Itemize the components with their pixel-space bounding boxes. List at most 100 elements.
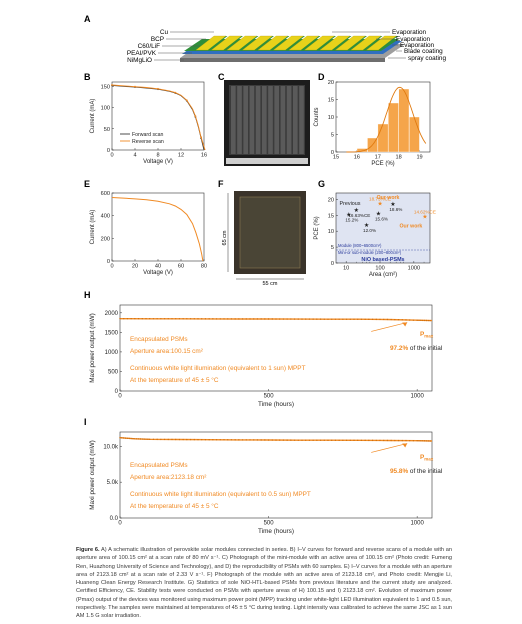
pmax-marker <box>405 439 407 442</box>
x-tick-label: 0 <box>110 153 113 159</box>
distribution-fit-curve <box>346 86 427 153</box>
y-tick-label: 0 <box>107 259 110 265</box>
y-tick-label: 10 <box>328 115 334 121</box>
h-line1: Encapsulated PSMs <box>130 336 188 343</box>
y-tick-label: 5 <box>331 245 334 251</box>
pmax-marker <box>171 318 173 320</box>
pmax-marker <box>319 439 322 441</box>
chart-h-stability-100cm2: 0 500 1000 0 500 1000 1500 2000 Time (hours) Maxi… <box>89 304 433 408</box>
pmax-marker <box>420 440 422 442</box>
pmax-marker <box>371 439 374 442</box>
pmax-marker <box>230 439 233 441</box>
series-marker <box>157 87 159 90</box>
pmax-marker <box>260 439 262 441</box>
pmax-marker <box>215 439 218 441</box>
layer-label-c60lif: C60/LiF <box>138 43 160 50</box>
pmax-marker <box>427 319 429 322</box>
y-axis-label: Current (mA) <box>90 99 96 134</box>
x-tick-label: 1000 <box>408 266 420 272</box>
pmax-marker <box>397 439 400 442</box>
i-line3: Continuous white light illumination (equ… <box>130 491 311 498</box>
pmax-marker <box>349 318 351 320</box>
cell-scribe <box>208 36 228 50</box>
plot-frame <box>119 304 433 392</box>
plot-frame <box>119 431 433 519</box>
legend-mini: Mini-or sub-module (200~800cm²) <box>338 250 402 255</box>
annotation-previous: Previous <box>340 201 361 207</box>
pmax-marker <box>249 439 251 441</box>
annotation-our-work-2: Our work <box>400 223 423 229</box>
x-tick-label: 16 <box>201 153 207 159</box>
pmax-marker <box>134 318 136 320</box>
x-tick-label: 80 <box>201 264 207 270</box>
pmax-marker <box>305 439 307 441</box>
pmax-marker <box>230 318 233 320</box>
pmax-marker <box>163 438 166 441</box>
x-axis-label: Time (hours) <box>258 528 294 535</box>
y-tick-label: 5 <box>331 133 334 139</box>
cell-scribe <box>223 36 243 50</box>
pmax-marker <box>147 438 149 440</box>
pmax-marker <box>145 438 147 440</box>
plot-background <box>336 193 430 263</box>
pmax-marker <box>160 318 162 320</box>
pmax-marker <box>212 318 214 320</box>
pmax-marker <box>271 318 273 320</box>
x-axis-label: Voltage (V) <box>143 270 173 276</box>
data-point-label: 18.6% <box>389 207 402 212</box>
series-marker <box>194 115 197 117</box>
pmax-arrowhead <box>402 322 408 327</box>
data-point-star: ★ <box>346 212 351 219</box>
photo-cell-stripe <box>231 86 236 154</box>
pmax-marker <box>423 440 426 442</box>
panel-f-photo: 65 cm 55 cm <box>222 191 306 287</box>
pmax-marker <box>301 439 303 441</box>
pmax-marker <box>425 440 428 442</box>
photo-cell-stripe <box>262 86 267 154</box>
pmax-marker <box>123 317 125 320</box>
pmax-marker <box>219 318 221 320</box>
pmax-marker <box>234 439 236 441</box>
pmax-marker <box>282 318 285 320</box>
data-point-label: 18.73%CE <box>369 196 391 201</box>
panel-label-a: A <box>84 14 91 24</box>
x-tick-label: 1000 <box>410 394 424 400</box>
data-point-star: ★ <box>422 213 427 220</box>
x-axis-label: Voltage (V) <box>143 159 173 165</box>
pmax-marker <box>134 438 136 440</box>
pmax-marker <box>212 439 214 441</box>
pmax-marker <box>375 439 377 442</box>
pmax-marker <box>141 438 143 440</box>
pmax-marker <box>163 318 166 320</box>
pmax-marker <box>119 317 121 320</box>
pmax-marker <box>156 438 158 441</box>
y-tick-label: 10 <box>328 229 334 235</box>
pmax-marker <box>409 439 411 442</box>
y-tick-label: 500 <box>108 369 119 375</box>
pmax-marker <box>379 318 381 321</box>
y-tick-label: 600 <box>101 191 110 197</box>
pmax-marker <box>383 318 385 321</box>
panel-h-annotations: Encapsulated PSMs Aperture area:100.15 c… <box>130 331 442 384</box>
pmax-marker <box>182 318 184 320</box>
pmax-marker <box>308 318 311 320</box>
pmax-marker <box>334 439 337 441</box>
x-axis-label: PCE (%) <box>371 161 394 167</box>
cell-scribe <box>347 36 367 50</box>
pmax-marker <box>219 439 221 441</box>
pmax-marker <box>422 440 424 442</box>
pmax-marker <box>201 438 203 441</box>
pmax-marker <box>364 318 366 320</box>
pmax-marker <box>149 318 151 320</box>
pmax-marker <box>152 438 155 441</box>
caption-fig-number: Figure 6. <box>76 547 100 553</box>
data-point-star: ★ <box>364 222 369 229</box>
y-tick-label: 0 <box>115 389 119 395</box>
panel-label-d: D <box>318 72 325 82</box>
pmax-marker <box>301 318 303 320</box>
pmax-marker <box>126 318 129 320</box>
pmax-marker <box>422 319 424 322</box>
series-marker <box>111 84 113 86</box>
